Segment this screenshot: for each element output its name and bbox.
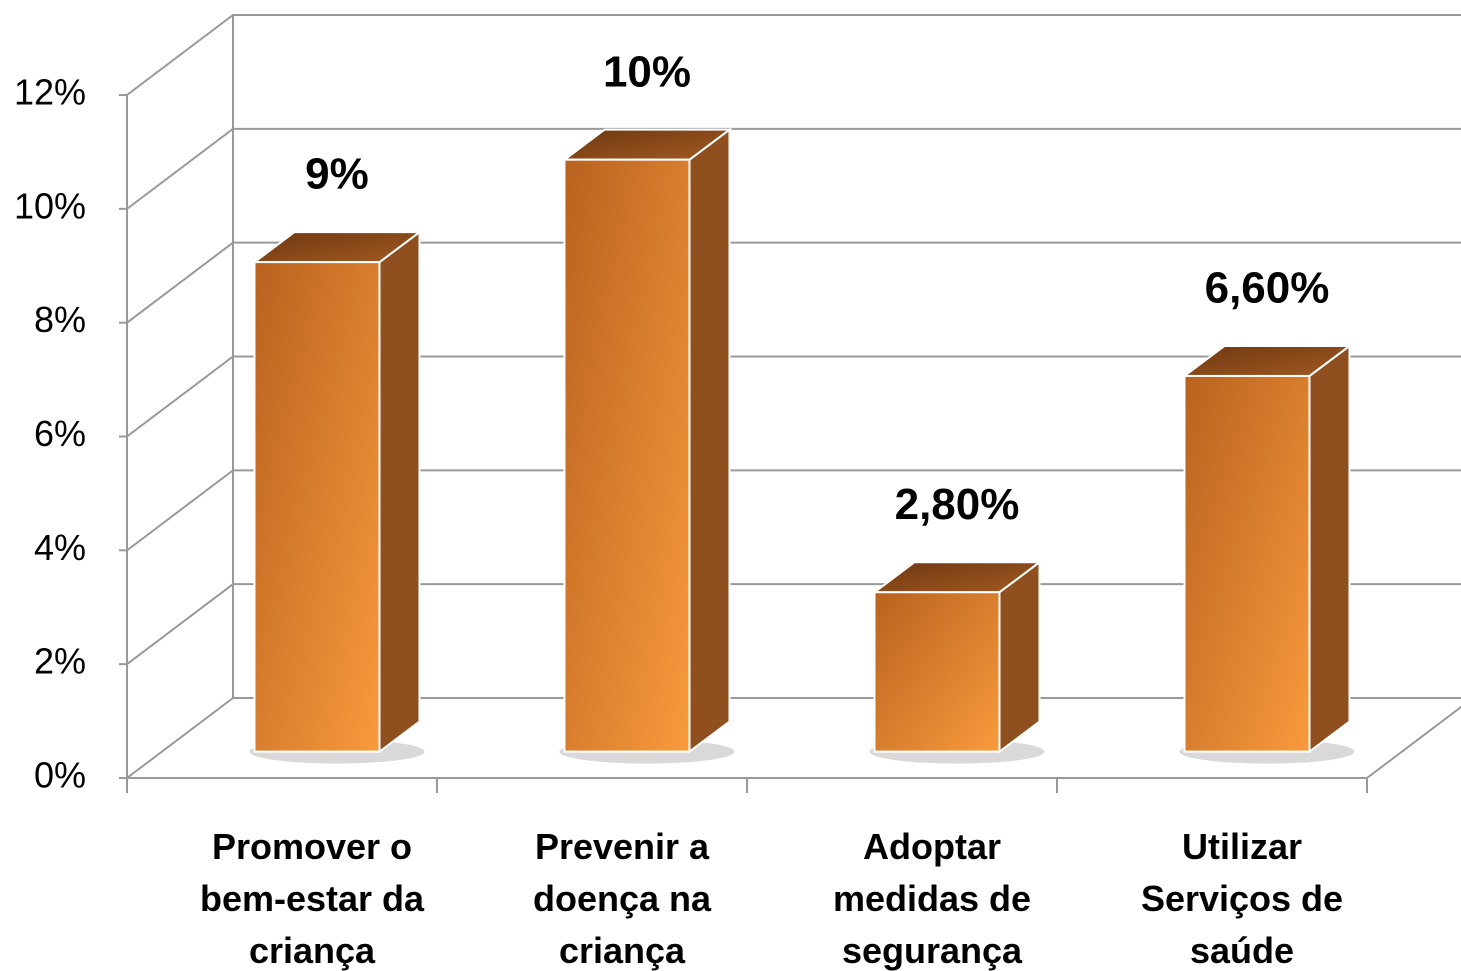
x-tick-label: Promover o bem-estar da criança xyxy=(199,826,425,971)
x-tick-label: Prevenir a doença na criança xyxy=(532,826,712,971)
bar-side xyxy=(378,230,421,754)
data-label: 2,80% xyxy=(895,480,1020,529)
bar-front xyxy=(873,591,1001,753)
bar xyxy=(869,560,1045,764)
bar-front xyxy=(563,158,691,753)
bar xyxy=(1179,343,1355,764)
grid-line xyxy=(126,127,1461,210)
bar xyxy=(249,230,425,764)
grid-line xyxy=(126,469,1461,552)
bar-front xyxy=(1183,374,1311,753)
y-tick-label: 8% xyxy=(34,299,86,340)
bar-side xyxy=(998,560,1041,754)
grid-line xyxy=(126,355,1461,438)
y-tick-label: 4% xyxy=(34,527,86,568)
data-label: 6,60% xyxy=(1205,264,1330,313)
x-tick-label: Utilizar Serviços de saúde xyxy=(1140,826,1344,971)
grid-line xyxy=(126,697,1461,779)
grid-line xyxy=(126,241,1461,324)
data-label: 9% xyxy=(305,150,369,199)
bar-side xyxy=(1308,343,1351,754)
grid-line xyxy=(126,583,1461,665)
data-label: 10% xyxy=(603,47,691,96)
bar xyxy=(559,127,735,764)
bar-front xyxy=(253,261,381,753)
y-tick-label: 10% xyxy=(14,185,86,226)
bar-side xyxy=(688,127,731,754)
y-tick-label: 6% xyxy=(34,413,86,454)
x-tick-label: Adoptar medidas de segurança xyxy=(832,826,1032,971)
y-tick-label: 12% xyxy=(14,72,86,113)
grid-line xyxy=(126,14,1461,96)
y-tick-label: 2% xyxy=(34,641,86,682)
y-tick-label: 0% xyxy=(34,755,86,796)
